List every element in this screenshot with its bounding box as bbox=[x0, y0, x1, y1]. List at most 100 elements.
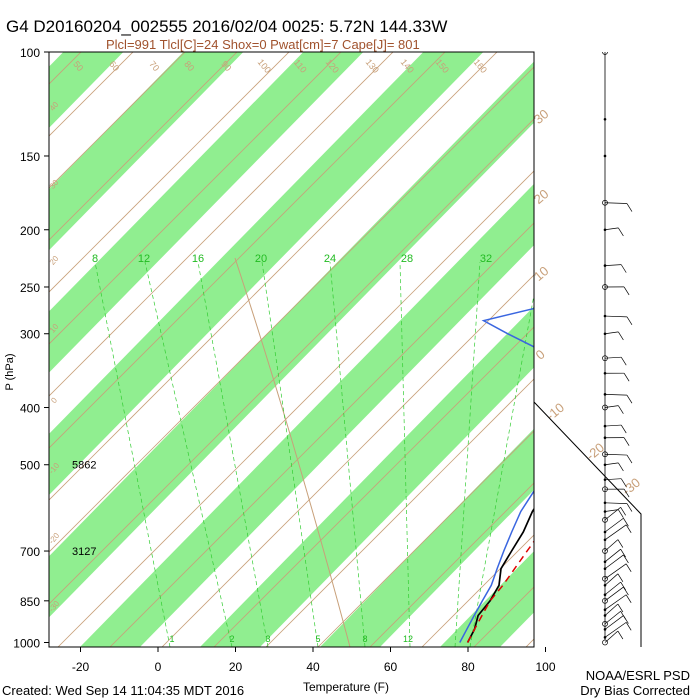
dry-adiabat-line bbox=[49, 52, 290, 293]
barb-flag bbox=[620, 264, 627, 273]
barb-flag bbox=[618, 227, 624, 237]
wind-barb bbox=[602, 586, 629, 604]
calm-circle bbox=[602, 575, 608, 582]
barb-staff bbox=[604, 524, 627, 541]
barb-flag bbox=[618, 509, 624, 518]
mixing-ratio-label: 20 bbox=[255, 253, 267, 265]
wind-barb bbox=[603, 478, 627, 487]
barb-staff bbox=[604, 478, 622, 481]
x-tick-label: 0 bbox=[155, 660, 162, 674]
wind-barb bbox=[603, 554, 629, 571]
barb-staff bbox=[604, 453, 627, 456]
height-label: 3127 bbox=[72, 546, 96, 558]
mixing-ratio-line bbox=[454, 261, 481, 647]
dry-adiabat-line bbox=[109, 222, 534, 647]
mixing-ratio-label: 32 bbox=[480, 253, 492, 265]
y-tick-label: 300 bbox=[20, 328, 40, 342]
mixing-ratio-bottom-label: 5 bbox=[315, 634, 320, 644]
barb-staff bbox=[604, 502, 627, 504]
dry-adiabat-label: 130 bbox=[364, 57, 381, 75]
x-axis-label: Temperature (F) bbox=[303, 680, 389, 694]
barb-flag bbox=[617, 630, 624, 640]
barb-staff bbox=[604, 394, 627, 396]
temperature-band bbox=[440, 551, 534, 647]
mixing-ratio-bottom-label: 12 bbox=[403, 634, 413, 644]
barb-staff bbox=[604, 264, 622, 266]
dewpoint-profile-line bbox=[459, 307, 534, 643]
barb-staff bbox=[604, 603, 619, 616]
mixing-ratio-bottom-label: 8 bbox=[362, 634, 367, 644]
barb-dot bbox=[603, 463, 607, 467]
dry-adiabat-line bbox=[161, 274, 534, 647]
barb-flag bbox=[625, 563, 632, 573]
chart-subtitle: Plcl=991 Tlcl[C]=24 Shox=0 Pwat[cm]=7 Ca… bbox=[106, 37, 420, 52]
temperature-bands bbox=[49, 4, 700, 647]
wind-barb bbox=[603, 371, 630, 382]
left-edge-temperature-label: 20 bbox=[48, 254, 61, 267]
wind-barb bbox=[602, 507, 626, 523]
mixing-ratio-line bbox=[144, 261, 233, 647]
barb-staff bbox=[604, 405, 619, 408]
dry-adiabat-line bbox=[525, 638, 534, 647]
calm-circle bbox=[602, 621, 608, 627]
barb-flag bbox=[618, 462, 624, 472]
barb-staff bbox=[604, 581, 621, 595]
temperature-band bbox=[200, 306, 534, 647]
right-edge-temperature-label: -10 bbox=[543, 400, 567, 424]
wind-barb bbox=[603, 393, 633, 404]
barb-flag bbox=[625, 594, 632, 603]
temperature-band bbox=[49, 52, 124, 128]
barb-flag bbox=[626, 203, 633, 212]
temperature-band bbox=[49, 52, 244, 251]
barb-flag bbox=[626, 394, 633, 404]
dry-adiabat-line bbox=[265, 378, 534, 647]
right-edge-temperature-label: -20 bbox=[583, 440, 607, 464]
barb-staff bbox=[604, 610, 621, 625]
wind-barb bbox=[602, 404, 624, 414]
x-tick-label: 40 bbox=[306, 660, 320, 674]
barb-flag bbox=[623, 437, 630, 446]
barb-staff bbox=[604, 539, 619, 552]
mixing-ratio-lines bbox=[94, 261, 534, 647]
wind-barb bbox=[602, 563, 632, 582]
dry-adiabat-line bbox=[49, 52, 446, 449]
mixing-ratio-line bbox=[94, 261, 171, 647]
wind-barb bbox=[603, 117, 607, 121]
y-tick-label: 150 bbox=[20, 150, 40, 164]
wind-barb bbox=[603, 594, 632, 612]
y-tick-label: 1000 bbox=[13, 637, 40, 651]
y-tick-label: 250 bbox=[20, 281, 40, 295]
dry-adiabat-label: 70 bbox=[147, 59, 161, 73]
barb-staff bbox=[604, 563, 627, 580]
barb-flag bbox=[620, 424, 627, 434]
barb-staff bbox=[604, 586, 624, 602]
barb-dot bbox=[603, 154, 607, 158]
mixing-ratio-label: 16 bbox=[192, 253, 204, 265]
barb-flag bbox=[617, 573, 624, 583]
wind-barb bbox=[602, 52, 608, 55]
y-tick-label: 400 bbox=[20, 402, 40, 416]
barb-flag bbox=[617, 539, 624, 548]
x-tick-label: -20 bbox=[72, 660, 90, 674]
mixing-ratio-bottom-label: 1 bbox=[169, 634, 174, 644]
barb-dot bbox=[603, 117, 607, 121]
wind-barb bbox=[603, 548, 626, 564]
wind-barb bbox=[602, 284, 630, 296]
footer-org: NOAA/ESRL PSD bbox=[586, 668, 690, 683]
footer-note: Dry Bias Corrected bbox=[580, 683, 690, 698]
wind-barb bbox=[603, 462, 624, 472]
temperature-band bbox=[49, 52, 364, 373]
barb-flag bbox=[618, 405, 624, 414]
barb-flag bbox=[623, 615, 629, 624]
barb-staff bbox=[604, 548, 621, 563]
wind-barb bbox=[603, 154, 607, 158]
mixing-ratio-line bbox=[469, 293, 534, 647]
x-tick-label: 100 bbox=[535, 660, 555, 674]
barb-dot bbox=[603, 371, 607, 375]
dry-adiabat-label: 90 bbox=[219, 59, 233, 73]
y-tick-label: 700 bbox=[20, 545, 40, 559]
wind-barb bbox=[603, 524, 632, 542]
x-tick-label: 60 bbox=[384, 660, 398, 674]
barb-flag bbox=[623, 554, 629, 564]
temperature-band bbox=[560, 4, 700, 647]
